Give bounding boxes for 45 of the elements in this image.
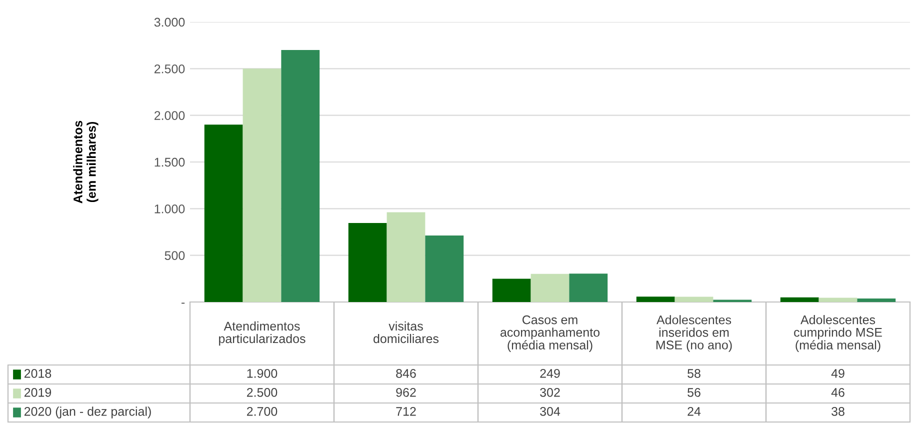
bar xyxy=(242,68,282,302)
x-tick-label: Adolescentes inseridos em MSE (no ano) xyxy=(656,315,732,352)
data-label: 38 xyxy=(832,407,844,416)
legend-label: 2020 (jan - dez parcial) xyxy=(24,406,151,418)
data-label: 56 xyxy=(688,388,700,397)
legend-label: 2019 xyxy=(24,388,52,397)
data-label: 962 xyxy=(396,388,416,397)
data-label: 249 xyxy=(540,369,560,378)
y-tick-label: 3.000 xyxy=(154,18,185,27)
y-tick-label: 1.500 xyxy=(154,158,185,167)
bar xyxy=(636,296,675,302)
bar xyxy=(818,298,858,302)
bar xyxy=(425,236,464,302)
data-label: 302 xyxy=(540,388,560,397)
bar xyxy=(386,212,426,302)
data-label: 49 xyxy=(831,369,844,378)
data-label: 46 xyxy=(831,388,844,397)
data-label: 2.700 xyxy=(246,407,278,416)
x-tick-label: Casos em acompanhamento (média mensal) xyxy=(500,315,600,352)
y-tick-label: 1.000 xyxy=(154,204,185,214)
y-tick-label: 2.500 xyxy=(154,64,185,74)
bar xyxy=(780,297,819,302)
bar xyxy=(857,298,896,302)
data-label: 1.900 xyxy=(247,369,278,378)
data-label: 846 xyxy=(396,369,416,378)
y-tick-label: 500 xyxy=(164,251,185,260)
legend-label: 2018 xyxy=(24,369,52,378)
bar xyxy=(569,274,608,302)
bar xyxy=(530,274,570,302)
x-tick-label: Atendimentos particularizados xyxy=(219,321,306,346)
y-tick-label: - xyxy=(182,302,185,304)
data-label: 304 xyxy=(540,407,560,416)
bar xyxy=(674,296,714,302)
bar xyxy=(281,50,320,302)
data-label: 2.500 xyxy=(246,388,278,397)
bar xyxy=(204,124,243,302)
y-axis-title: Atendimentos (em milhares) xyxy=(73,120,98,204)
bar xyxy=(348,223,387,302)
data-label: 58 xyxy=(688,369,700,378)
x-tick-label: visitas domiciliares xyxy=(374,321,439,344)
y-tick-label: 2.000 xyxy=(154,111,185,120)
x-tick-label: Adolescentes cumprindo MSE (média mensal) xyxy=(794,315,882,352)
data-label: 712 xyxy=(396,407,416,416)
bar xyxy=(492,278,531,302)
data-label: 24 xyxy=(688,407,701,416)
